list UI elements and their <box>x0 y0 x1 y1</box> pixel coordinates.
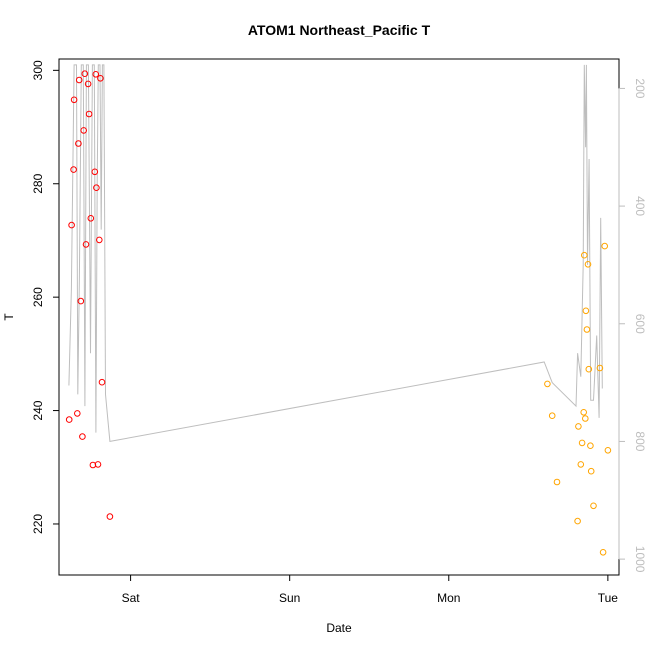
x-tick-label: Sun <box>279 591 300 605</box>
data-point-series-2 <box>553 478 561 486</box>
data-point-series-2 <box>582 307 590 315</box>
y-tick-label-right: 800 <box>633 431 647 451</box>
y-axis-right: 200 400 600 800 1000 <box>618 78 647 573</box>
data-point-series-2 <box>574 517 581 525</box>
data-point-series-1 <box>94 461 102 468</box>
data-point-series-1 <box>80 127 87 134</box>
y-axis-label: T <box>2 313 16 321</box>
data-point-series-1 <box>92 71 100 78</box>
data-point-series-2 <box>583 326 591 333</box>
data-point-series-1 <box>77 297 85 305</box>
chart-title: ATOM1 Northeast_Pacific T <box>248 22 431 38</box>
y-tick-label-right: 200 <box>633 78 647 98</box>
data-point-series-2 <box>585 365 593 373</box>
data-point-series-1 <box>65 416 73 423</box>
y-tick-label-left: 240 <box>31 400 45 420</box>
data-point-series-2 <box>599 549 607 556</box>
data-point-series-1 <box>68 221 75 229</box>
data-point-series-2 <box>601 242 609 250</box>
data-point-series-2 <box>581 251 588 259</box>
x-tick-label: Mon <box>437 591 460 605</box>
data-point-series-2 <box>577 461 585 468</box>
data-point-series-1 <box>97 75 104 82</box>
data-points-layer <box>65 70 612 556</box>
pressure-series-line <box>68 64 603 442</box>
x-axis-label: Date <box>326 621 352 635</box>
data-point-series-1 <box>98 378 106 386</box>
data-point-series-1 <box>85 110 93 118</box>
x-tick-label: Sat <box>122 591 141 605</box>
data-point-series-2 <box>548 412 556 420</box>
y-axis-left: 220 240 260 280 300 <box>31 60 60 534</box>
data-point-series-2 <box>587 467 595 475</box>
data-point-series-1 <box>87 215 95 222</box>
y-tick-label-right: 1000 <box>633 546 647 573</box>
data-point-series-1 <box>93 184 100 191</box>
pressure-line-layer <box>68 64 603 442</box>
data-point-series-1 <box>74 410 81 417</box>
data-point-series-1 <box>70 96 78 104</box>
y-tick-label-left: 280 <box>31 173 45 193</box>
y-tick-label-left: 300 <box>31 60 45 80</box>
data-point-series-2 <box>604 447 612 454</box>
data-point-series-2 <box>580 409 588 416</box>
data-point-series-1 <box>84 80 92 88</box>
data-point-series-1 <box>106 513 114 520</box>
data-point-series-1 <box>79 433 86 440</box>
data-point-series-2 <box>544 380 551 388</box>
data-point-series-1 <box>81 70 89 77</box>
x-tick-label: Tue <box>598 591 619 605</box>
data-point-series-2 <box>575 423 582 430</box>
data-point-series-2 <box>596 364 604 372</box>
plot-area <box>58 58 620 576</box>
data-point-series-1 <box>75 140 82 147</box>
data-point-series-2 <box>582 415 589 422</box>
data-point-series-2 <box>587 442 594 450</box>
y-tick-label-left: 260 <box>31 287 45 307</box>
data-point-series-1 <box>70 166 77 173</box>
y-tick-label-left: 220 <box>31 514 45 534</box>
data-point-series-1 <box>91 168 99 176</box>
y-tick-label-right: 600 <box>633 314 647 334</box>
data-point-series-1 <box>75 76 83 84</box>
data-point-series-2 <box>584 261 592 268</box>
x-axis: Sat Sun Mon Tue <box>122 574 619 605</box>
data-point-series-2 <box>578 439 586 447</box>
data-point-series-1 <box>96 236 103 244</box>
y-tick-label-right: 400 <box>633 196 647 216</box>
data-point-series-2 <box>590 502 597 510</box>
data-point-series-1 <box>82 241 90 248</box>
